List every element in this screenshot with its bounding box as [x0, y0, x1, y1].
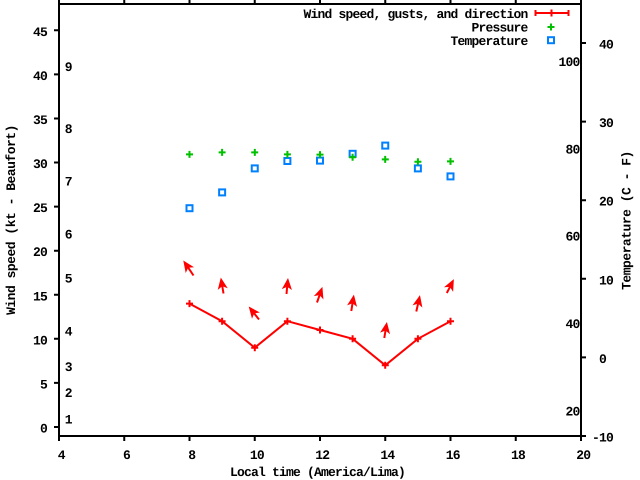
- svg-text:2: 2: [65, 386, 73, 401]
- svg-text:9: 9: [65, 60, 73, 75]
- svg-text:35: 35: [33, 113, 48, 128]
- svg-text:Wind speed, gusts, and directi: Wind speed, gusts, and direction: [303, 7, 528, 22]
- svg-text:45: 45: [33, 25, 48, 40]
- svg-text:7: 7: [65, 175, 72, 190]
- svg-text:80: 80: [565, 142, 580, 157]
- svg-text:40: 40: [599, 38, 614, 53]
- svg-text:100: 100: [558, 55, 580, 70]
- svg-text:16: 16: [446, 448, 461, 463]
- svg-text:0: 0: [599, 352, 607, 367]
- svg-text:Pressure: Pressure: [471, 21, 528, 36]
- svg-text:Temperature (C - F): Temperature (C - F): [620, 151, 635, 290]
- svg-text:0: 0: [40, 422, 48, 437]
- svg-text:4: 4: [58, 448, 66, 463]
- svg-text:6: 6: [65, 228, 73, 243]
- svg-text:4: 4: [65, 325, 73, 340]
- svg-text:1: 1: [65, 413, 73, 428]
- svg-text:3: 3: [65, 360, 73, 375]
- svg-text:14: 14: [380, 448, 395, 463]
- svg-text:5: 5: [40, 377, 48, 392]
- svg-text:30: 30: [599, 116, 614, 131]
- svg-text:15: 15: [33, 289, 48, 304]
- svg-text:10: 10: [599, 273, 614, 288]
- svg-text:40: 40: [565, 317, 580, 332]
- svg-text:6: 6: [123, 448, 131, 463]
- svg-text:Local time (America/Lima): Local time (America/Lima): [230, 465, 405, 480]
- svg-text:8: 8: [188, 448, 196, 463]
- svg-text:60: 60: [565, 230, 580, 245]
- svg-text:12: 12: [315, 448, 330, 463]
- svg-text:-10: -10: [592, 431, 614, 446]
- svg-text:5: 5: [65, 272, 73, 287]
- svg-text:20: 20: [576, 448, 591, 463]
- svg-text:20: 20: [33, 245, 48, 260]
- svg-text:18: 18: [511, 448, 526, 463]
- svg-text:20: 20: [599, 195, 614, 210]
- svg-text:8: 8: [65, 122, 73, 137]
- svg-text:10: 10: [250, 448, 265, 463]
- svg-text:30: 30: [33, 157, 48, 172]
- svg-text:20: 20: [565, 404, 580, 419]
- svg-text:40: 40: [33, 69, 48, 84]
- svg-text:25: 25: [33, 201, 48, 216]
- svg-text:Temperature: Temperature: [450, 34, 528, 49]
- svg-text:Wind speed (kt - Beaufort): Wind speed (kt - Beaufort): [4, 125, 19, 315]
- svg-text:10: 10: [33, 333, 48, 348]
